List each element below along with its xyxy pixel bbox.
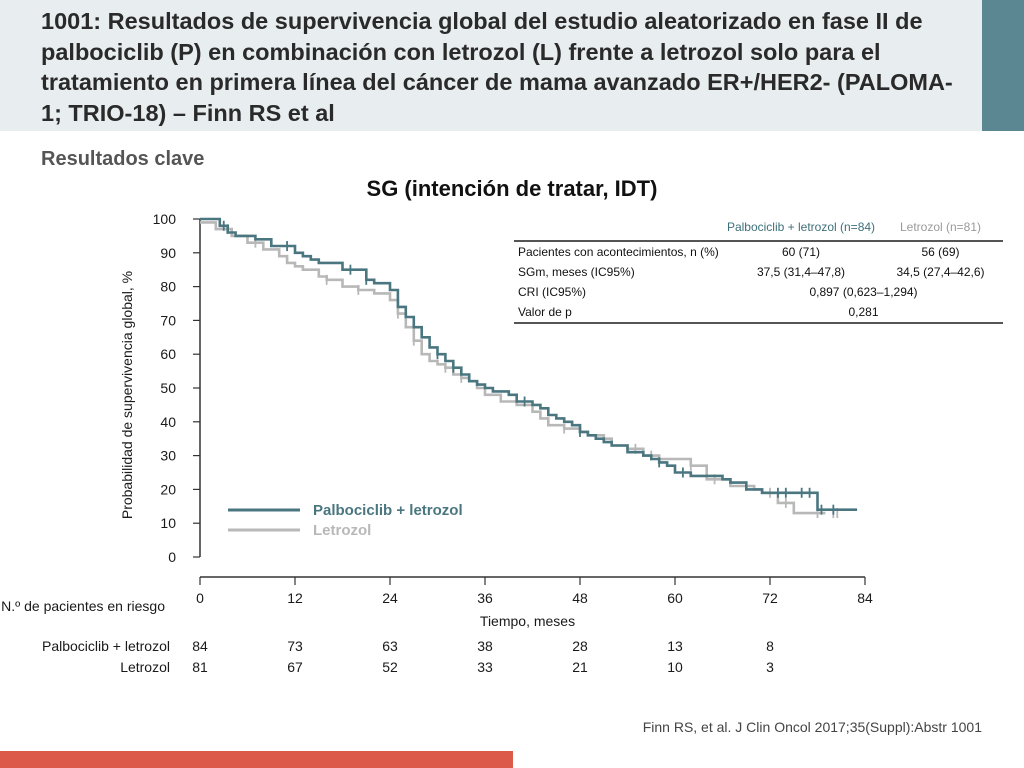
x-axis-label: Tiempo, meses	[480, 613, 575, 629]
stats-col-palbo: Palbociclib + letrozol (n=84)	[726, 220, 876, 234]
slide-title: 1001: Resultados de supervivencia global…	[41, 8, 953, 126]
stats-value: 0,897 (0,623–1,294)	[809, 285, 918, 299]
x-tick-label: 0	[196, 590, 204, 606]
y-tick-label: 60	[160, 346, 176, 362]
stats-row: SGm, meses (IC95%) 37,5 (31,4–47,8) 34,5…	[514, 262, 1003, 282]
risk-cell: 3	[766, 659, 774, 675]
stats-row: Pacientes con acontecimientos, n (%) 60 …	[514, 241, 1003, 262]
stats-table: Palbociclib + letrozol (n=84) Letrozol (…	[514, 220, 1003, 324]
risk-cell: 38	[477, 638, 493, 654]
risk-cell: 67	[287, 659, 303, 675]
chart-title: SG (intención de tratar, IDT)	[366, 176, 658, 201]
x-tick-label: 84	[857, 590, 873, 606]
stats-header-row: Palbociclib + letrozol (n=84) Letrozol (…	[514, 220, 1003, 241]
stats-row-label: CRI (IC95%)	[518, 285, 587, 299]
section-subtitle: Resultados clave	[41, 148, 205, 170]
citation: Finn RS, et al. J Clin Oncol 2017;35(Sup…	[642, 719, 982, 735]
y-tick-label: 10	[160, 515, 176, 531]
curve-letrozol	[200, 221, 826, 515]
stats-empty-header	[514, 220, 724, 241]
stats-row-label: Pacientes con acontecimientos, n (%)	[518, 245, 719, 259]
x-tick-label: 12	[287, 590, 303, 606]
risk-cell: 13	[667, 638, 683, 654]
y-tick-label: 90	[160, 245, 176, 261]
stats-value: 37,5 (31,4–47,8)	[756, 265, 846, 279]
header-band	[0, 0, 982, 131]
risk-cell: 21	[572, 659, 588, 675]
risk-cell: 84	[192, 638, 208, 654]
y-tick-label: 40	[160, 414, 176, 430]
stats-value: 0,281	[848, 305, 879, 319]
risk-row-label-palbo: Palbociclib + letrozol	[41, 638, 170, 654]
y-tick-label: 80	[160, 279, 176, 295]
risk-cell: 33	[477, 659, 493, 675]
stats-row-label: SGm, meses (IC95%)	[518, 265, 635, 279]
stats-row: CRI (IC95%) 0,897 (0,623–1,294)	[514, 282, 1003, 302]
legend-label-letrozol: Letrozol	[313, 522, 371, 539]
stats-value: 60 (71)	[781, 245, 821, 259]
y-tick-label: 20	[160, 481, 176, 497]
header-accent-block	[982, 0, 1024, 131]
risk-table-header: N.º de pacientes en riesgo	[1, 598, 165, 614]
x-tick-label: 24	[382, 590, 398, 606]
y-axis-label: Probabilidad de supervivencia global, %	[119, 271, 135, 519]
x-tick-label: 36	[477, 590, 493, 606]
footer-bar	[0, 751, 513, 768]
y-tick-label: 30	[160, 448, 176, 464]
y-tick-label: 70	[160, 312, 176, 328]
x-tick-label: 60	[667, 590, 683, 606]
y-tick-label: 0	[168, 549, 176, 565]
risk-cell: 73	[287, 638, 303, 654]
stats-value: 34,5 (27,4–42,6)	[896, 265, 985, 279]
stats-row: Valor de p 0,281	[514, 302, 1003, 323]
x-tick-label: 48	[572, 590, 588, 606]
risk-cell: 81	[192, 659, 208, 675]
risk-cell: 10	[667, 659, 683, 675]
legend-label-palbo: Palbociclib + letrozol	[313, 502, 463, 519]
x-tick-label: 72	[762, 590, 778, 606]
y-tick-label: 100	[153, 211, 177, 227]
stats-col-letrozol: Letrozol (n=81)	[899, 220, 982, 234]
stats-value: 56 (69)	[921, 245, 960, 259]
risk-cell: 28	[572, 638, 588, 654]
risk-cell: 8	[766, 638, 774, 654]
risk-cell: 63	[382, 638, 398, 654]
stats-row-label: Valor de p	[518, 305, 572, 319]
risk-cell: 52	[382, 659, 398, 675]
y-tick-label: 50	[160, 380, 176, 396]
risk-row-label-letrozol: Letrozol	[120, 659, 170, 675]
